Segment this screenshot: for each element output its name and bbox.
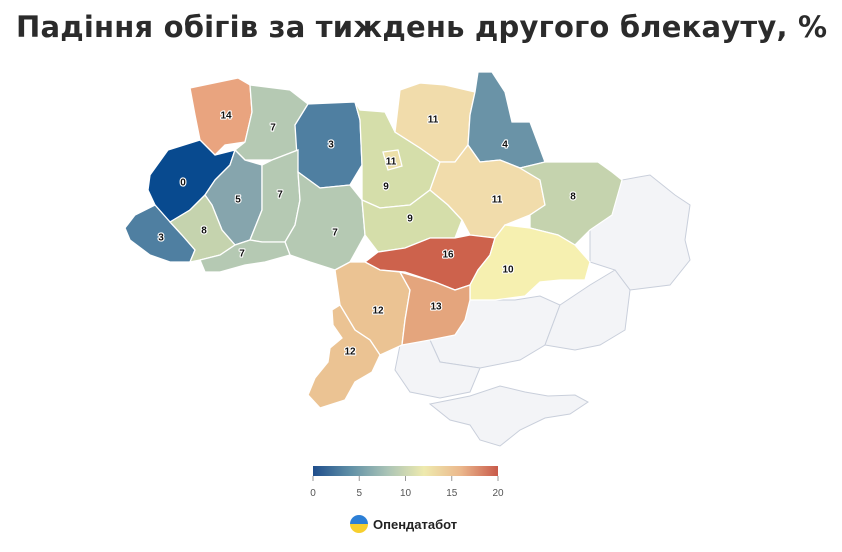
label-rivne: 7: [270, 123, 276, 134]
label-chernivtsi: 7: [239, 249, 245, 260]
legend-tick-label: 10: [400, 488, 412, 499]
label-sumy: 4: [502, 140, 508, 151]
region-odesa[interactable]: [307, 304, 381, 409]
region-donetsk[interactable]: [469, 224, 591, 301]
label-ivano-frankivsk: 8: [201, 226, 207, 237]
label-zakarpattia: 3: [158, 233, 164, 244]
brand-logo: Опендатабот: [350, 515, 457, 533]
region-kyiv-city[interactable]: [382, 149, 403, 171]
legend-tick-label: 5: [356, 488, 362, 499]
label-donetsk: 10: [502, 265, 514, 276]
legend-tick-labels: 0 5 10 15 20: [310, 476, 504, 499]
region-cherkasy[interactable]: [361, 189, 463, 253]
label-zhytomyr: 3: [328, 140, 334, 151]
label-vinnytsia: 7: [332, 228, 338, 239]
region-kharkiv[interactable]: [518, 161, 623, 246]
region-volyn[interactable]: [189, 77, 253, 156]
page-title: Падіння обігів за тиждень другого блекау…: [16, 10, 828, 44]
label-ternopil: 5: [235, 195, 241, 206]
legend-tick-label: 0: [310, 488, 316, 499]
label-kyiv-city: 11: [386, 157, 397, 168]
data-regions: [124, 71, 623, 409]
label-kharkiv: 8: [570, 192, 576, 203]
donetsk-east-region: [544, 269, 631, 351]
legend-tick-label: 15: [446, 488, 458, 499]
label-lviv: 0: [180, 178, 186, 189]
label-chernihiv: 11: [428, 115, 439, 126]
label-poltava: 11: [492, 195, 503, 206]
label-kirovohrad: 12: [372, 306, 384, 317]
no-data-regions: [394, 174, 691, 447]
brand-name: Опендатабот: [373, 516, 458, 532]
region-chernivtsi[interactable]: [199, 239, 291, 273]
label-volyn: 14: [220, 111, 232, 122]
label-kyiv: 9: [383, 182, 389, 193]
legend-tick-label: 20: [492, 488, 504, 499]
opendatabot-logo-icon: [350, 515, 368, 533]
region-sumy[interactable]: [467, 71, 546, 169]
label-mykolaiv: 13: [430, 302, 442, 313]
region-value-labels: 14 7 3 11 4 11 0 9 7 8 5 11 9 8 7 3 7 16…: [157, 110, 577, 359]
kherson-region: [394, 339, 481, 399]
region-mykolaiv[interactable]: [398, 270, 471, 346]
label-dnipropetrovsk: 16: [442, 250, 454, 261]
label-odesa: 12: [344, 347, 356, 358]
label-cherkasy: 9: [407, 214, 413, 225]
label-khmelnytskyi: 7: [277, 190, 283, 201]
crimea-region: [428, 385, 589, 447]
color-legend: 0 5 10 15 20: [310, 466, 504, 499]
legend-color-bar: [313, 466, 498, 476]
